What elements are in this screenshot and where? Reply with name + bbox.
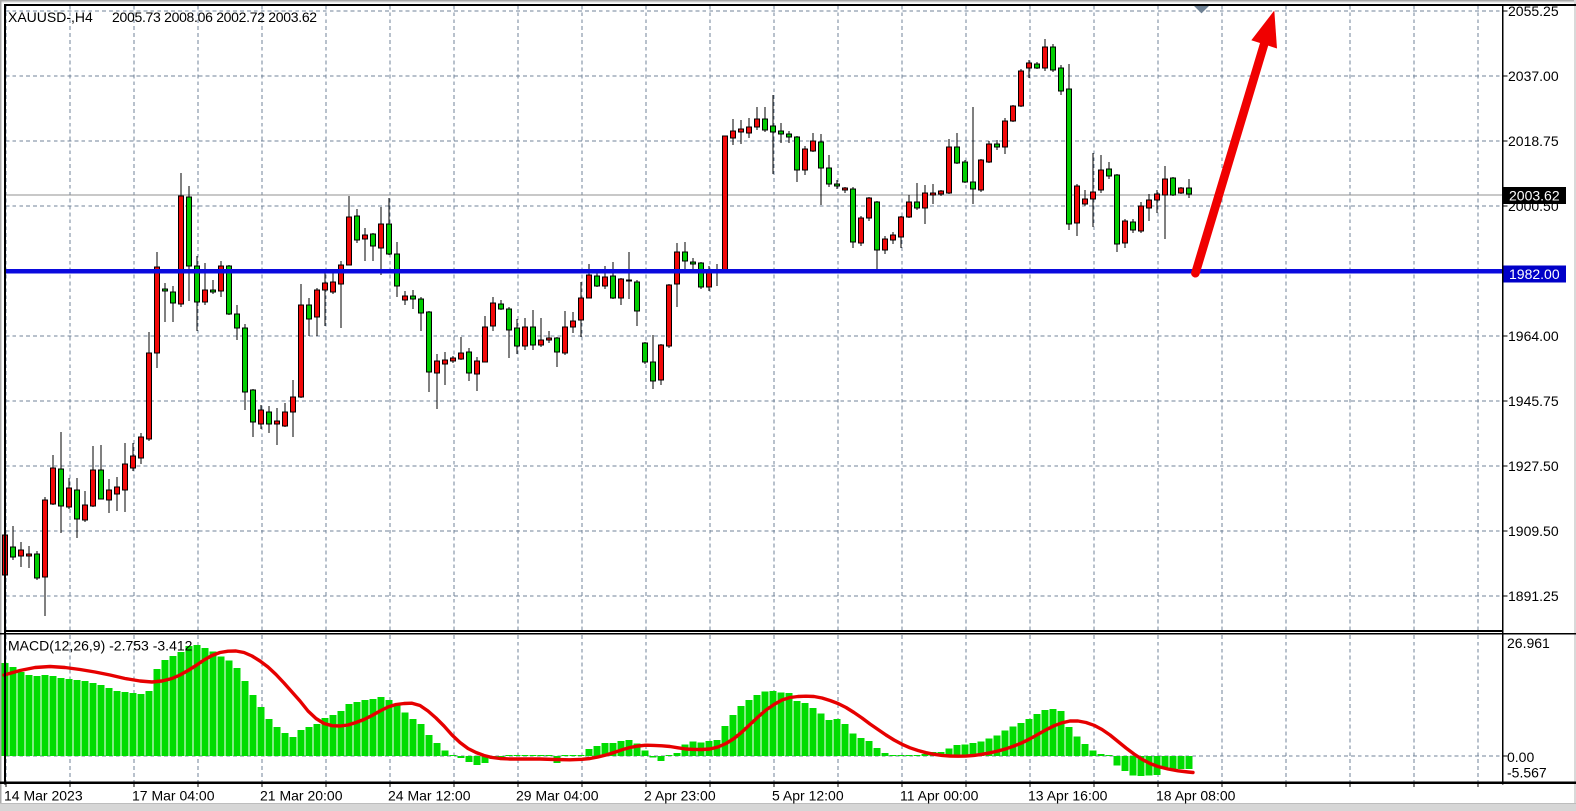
svg-text:21 Mar 20:00: 21 Mar 20:00 [260,788,343,804]
svg-text:2 Apr 23:00: 2 Apr 23:00 [644,788,716,804]
svg-text:13 Apr 16:00: 13 Apr 16:00 [1028,788,1108,804]
svg-text:1891.25: 1891.25 [1508,588,1559,604]
svg-text:24 Mar 12:00: 24 Mar 12:00 [388,788,471,804]
svg-text:5 Apr 12:00: 5 Apr 12:00 [772,788,844,804]
svg-text:2005.73 2008.06 2002.72 2003.6: 2005.73 2008.06 2002.72 2003.62 [112,9,317,25]
svg-text:2003.62: 2003.62 [1509,188,1560,204]
svg-text:XAUUSD-,H4: XAUUSD-,H4 [8,9,93,25]
svg-text:17 Mar 04:00: 17 Mar 04:00 [132,788,215,804]
svg-text:14 Mar 2023: 14 Mar 2023 [4,788,83,804]
svg-text:MACD(12,26,9) -2.753 -3.412: MACD(12,26,9) -2.753 -3.412 [8,638,193,654]
svg-text:-5.567: -5.567 [1507,765,1547,781]
svg-text:1945.75: 1945.75 [1508,393,1559,409]
svg-text:1927.50: 1927.50 [1508,458,1559,474]
svg-text:1964.00: 1964.00 [1508,328,1559,344]
svg-text:11 Apr 00:00: 11 Apr 00:00 [900,788,979,804]
svg-text:2018.75: 2018.75 [1508,133,1559,149]
svg-text:18 Apr 08:00: 18 Apr 08:00 [1156,788,1236,804]
svg-text:2037.00: 2037.00 [1508,68,1559,84]
svg-text:0.00: 0.00 [1507,749,1534,765]
svg-text:26.961: 26.961 [1507,635,1550,651]
svg-text:1982.00: 1982.00 [1509,266,1560,282]
svg-text:29 Mar 04:00: 29 Mar 04:00 [516,788,599,804]
svg-text:1909.50: 1909.50 [1508,523,1559,539]
svg-text:2055.25: 2055.25 [1508,3,1559,19]
